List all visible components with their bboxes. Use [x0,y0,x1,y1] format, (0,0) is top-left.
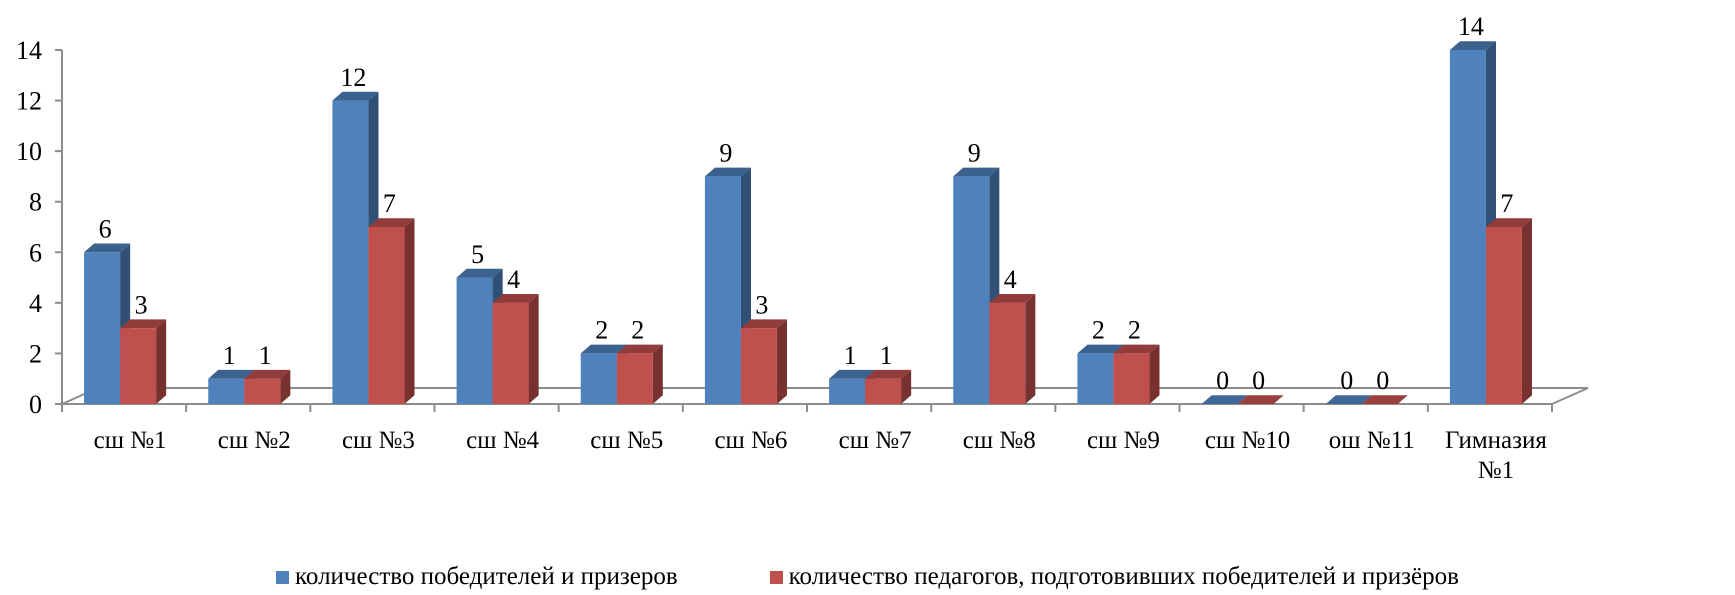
bar [740,319,787,404]
data-label: 1 [259,341,272,370]
bar [1361,395,1408,404]
legend-label-winners: количество победителей и призеров [295,563,678,590]
bar [368,218,415,404]
y-tick-label: 0 [29,390,42,419]
legend-swatch-winners [276,570,290,584]
bar [989,294,1036,404]
x-tick-label: сш №4 [466,427,539,454]
bar [244,369,291,404]
legend-item-teachers: количество педагогов, подготовивших побе… [769,563,1459,591]
x-tick-label: сш №3 [342,427,415,454]
x-tick-label: сш №8 [963,427,1036,454]
bars [84,41,1532,405]
x-tick-label: сш №9 [1087,427,1160,454]
data-label: 3 [135,290,148,319]
y-tick-label: 4 [29,289,42,318]
data-label: 4 [1004,265,1017,294]
data-label: 14 [1458,12,1484,41]
data-label: 0 [1252,366,1265,395]
x-tick-label: сш №10 [1205,427,1290,454]
data-label: 1 [880,341,893,370]
data-label: 3 [755,290,768,319]
data-label: 9 [968,139,981,168]
data-label: 12 [340,63,366,92]
y-tick-label: 12 [16,87,42,116]
bar [865,369,912,404]
data-label: 0 [1216,366,1229,395]
y-tick-label: 8 [29,188,42,217]
y-tick-label: 14 [16,36,42,65]
legend-swatch-teachers [769,570,783,584]
bar [1237,395,1284,404]
data-label: 2 [631,316,644,345]
y-tick-label: 6 [29,238,42,267]
legend-label-teachers: количество педагогов, подготовивших побе… [788,563,1459,590]
data-label: 9 [719,139,732,168]
data-label: 2 [1128,316,1141,345]
data-label: 6 [99,214,112,243]
x-tick-label: сш №2 [218,427,291,454]
bar [1201,395,1248,404]
x-tick-label: ош №11 [1329,427,1415,454]
y-tick-label: 10 [16,137,42,166]
x-tick-label: Гимназия №1 [1445,427,1547,484]
bar [616,344,663,404]
legend: количество победителей и призеров количе… [0,563,1735,591]
data-label: 7 [383,189,396,218]
legend-item-winners: количество победителей и призеров [276,563,678,591]
bar [120,319,167,404]
data-label: 0 [1340,366,1353,395]
bar [704,167,751,404]
data-label: 5 [471,240,484,269]
data-label: 0 [1376,366,1389,395]
bar [332,91,379,405]
x-tick-label: сш №7 [839,427,912,454]
bar [1113,344,1160,404]
data-label: 2 [1092,316,1105,345]
bar [492,294,539,404]
bar [1325,395,1372,404]
x-tick-label: сш №6 [714,427,787,454]
data-label: 1 [844,341,857,370]
data-label: 1 [223,341,236,370]
data-label: 4 [507,265,520,294]
data-label: 7 [1500,189,1513,218]
y-tick-label: 2 [29,339,42,368]
data-label: 2 [595,316,608,345]
x-tick-label: сш №1 [94,427,167,454]
bar [1485,218,1532,404]
x-tick-label: сш №5 [590,427,663,454]
